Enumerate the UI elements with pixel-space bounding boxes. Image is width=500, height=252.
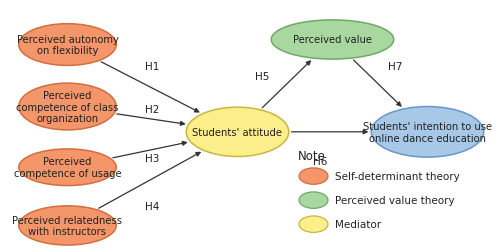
Text: H6: H6 <box>313 156 327 166</box>
Text: Perceived
competence of usage: Perceived competence of usage <box>14 157 122 178</box>
Text: Mediator: Mediator <box>335 219 381 229</box>
Ellipse shape <box>299 216 328 232</box>
Ellipse shape <box>19 24 116 66</box>
Text: H4: H4 <box>146 202 160 212</box>
Ellipse shape <box>271 21 394 60</box>
Text: H5: H5 <box>256 72 270 82</box>
Text: Students' intention to use
online dance education: Students' intention to use online dance … <box>363 121 492 143</box>
Text: H2: H2 <box>146 105 160 115</box>
Text: Students' attitude: Students' attitude <box>192 127 282 137</box>
Text: H1: H1 <box>146 62 160 72</box>
Text: H7: H7 <box>388 62 402 72</box>
Text: Perceived value theory: Perceived value theory <box>335 195 454 205</box>
Ellipse shape <box>19 206 116 245</box>
Ellipse shape <box>299 168 328 184</box>
Text: Perceived autonomy
on flexibility: Perceived autonomy on flexibility <box>16 35 118 56</box>
Ellipse shape <box>299 192 328 209</box>
Ellipse shape <box>19 84 116 131</box>
Ellipse shape <box>19 149 116 186</box>
Text: Note: Note <box>298 150 326 163</box>
Ellipse shape <box>186 108 289 157</box>
Text: Self-determinant theory: Self-determinant theory <box>335 171 460 181</box>
Text: Perceived value: Perceived value <box>293 35 372 45</box>
Text: Perceived relatedness
with instructors: Perceived relatedness with instructors <box>12 215 122 236</box>
Ellipse shape <box>371 107 484 158</box>
Text: Perceived
competence of class
organization: Perceived competence of class organizati… <box>16 90 118 124</box>
Text: H3: H3 <box>146 154 160 164</box>
